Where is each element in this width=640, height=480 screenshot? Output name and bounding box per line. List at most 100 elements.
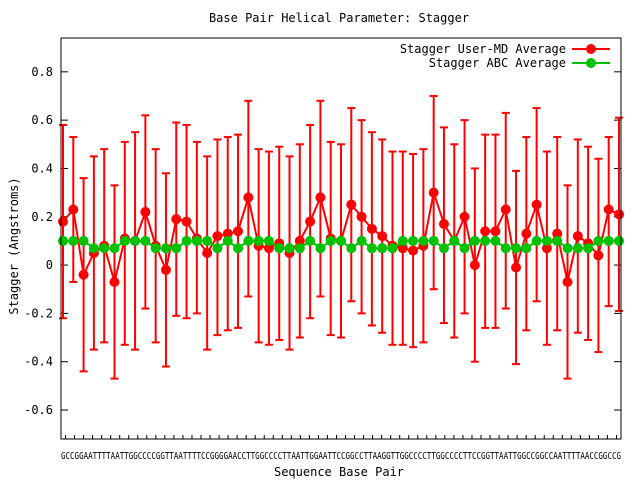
x-tick-label: AT	[115, 451, 124, 462]
data-point	[315, 243, 326, 254]
data-point	[171, 243, 182, 254]
data-point	[459, 211, 470, 222]
x-tick-label: CC	[269, 451, 278, 462]
chart-title: Base Pair Helical Parameter: Stagger	[209, 11, 469, 25]
data-point	[562, 243, 573, 254]
y-tick-label: -0.2	[24, 306, 53, 320]
data-point	[366, 243, 377, 254]
data-point	[541, 243, 552, 254]
x-tick-label: CG	[70, 451, 79, 462]
x-tick-label: CG	[151, 451, 160, 462]
data-point	[263, 235, 274, 246]
x-tick-label: TG	[395, 451, 404, 462]
data-point	[243, 235, 254, 246]
data-point	[366, 223, 377, 234]
x-tick-label: TC	[196, 451, 205, 462]
data-point	[500, 243, 511, 254]
x-tick-label: GG	[215, 451, 224, 462]
data-point	[140, 235, 151, 246]
data-point	[511, 243, 522, 254]
data-point	[202, 235, 213, 246]
data-point	[191, 235, 202, 246]
x-tick-label: GA	[314, 451, 323, 462]
x-tick-label: CG	[476, 451, 485, 462]
data-point	[58, 216, 68, 227]
data-point	[160, 264, 171, 275]
x-tick-label: GC	[133, 451, 142, 462]
x-tick-label: CG	[531, 451, 540, 462]
data-point	[438, 243, 449, 254]
data-point	[490, 235, 501, 246]
data-point	[593, 250, 604, 261]
y-tick-label: 0.8	[31, 65, 53, 79]
x-tick-label: GC	[540, 451, 549, 462]
data-point	[222, 228, 233, 239]
y-tick-label: 0	[46, 258, 53, 272]
data-point	[397, 235, 408, 246]
x-tick-label: CT	[359, 451, 368, 462]
axes-layer: -0.6-0.4-0.200.20.40.60.8GC CG GA AT TT TA AT T…	[24, 65, 621, 462]
x-tick-label: TA	[169, 451, 178, 462]
y-axis-label: Stagger (Angstroms)	[7, 177, 21, 314]
data-point	[552, 235, 563, 246]
data-point	[88, 243, 99, 254]
data-point	[614, 209, 624, 220]
data-point	[150, 243, 161, 254]
data-point	[315, 192, 326, 203]
x-tick-label: AC	[233, 451, 242, 462]
data-point	[603, 235, 614, 246]
x-tick-label: GA	[79, 451, 88, 462]
x-tick-label: GC	[440, 451, 449, 462]
legend-label-user-md: Stagger User-MD Average	[400, 42, 566, 56]
data-point	[294, 243, 305, 254]
x-tick-label: CA	[549, 451, 558, 462]
x-tick-label: TG	[124, 451, 133, 462]
data-point	[541, 235, 552, 246]
x-tick-label: GC	[522, 451, 531, 462]
data-point	[233, 243, 244, 254]
data-point	[511, 262, 522, 273]
x-tick-label: TG	[513, 451, 522, 462]
x-tick-label: CC	[449, 451, 458, 462]
data-point	[572, 243, 583, 254]
data-point	[160, 243, 171, 254]
data-point	[119, 235, 130, 246]
data-point	[336, 235, 346, 246]
data-point	[469, 235, 480, 246]
data-point	[593, 235, 604, 246]
data-point	[130, 235, 141, 246]
data-point	[449, 235, 460, 246]
x-tick-label: TG	[251, 451, 260, 462]
data-point	[109, 276, 120, 287]
x-tick-label: CT	[422, 451, 431, 462]
x-tick-label: CG	[612, 451, 621, 462]
data-point	[428, 187, 439, 198]
x-tick-label: TA	[368, 451, 377, 462]
data-point	[500, 204, 511, 215]
data-point	[531, 199, 542, 210]
x-tick-label: AT	[558, 451, 567, 462]
x-tick-label: TC	[332, 451, 341, 462]
legend-label-abc: Stagger ABC Average	[429, 56, 566, 70]
x-tick-label: CT	[458, 451, 467, 462]
data-point	[531, 235, 542, 246]
data-point	[438, 219, 449, 230]
x-tick-label: AG	[377, 451, 386, 462]
x-tick-label: CG	[341, 451, 350, 462]
x-tick-label: TA	[106, 451, 115, 462]
data-point	[253, 235, 264, 246]
data-point	[78, 269, 89, 280]
data-point	[99, 243, 110, 254]
x-tick-label: GC	[260, 451, 269, 462]
x-tick-label: CC	[413, 451, 422, 462]
data-point	[68, 204, 79, 215]
data-point	[603, 204, 614, 215]
data-point	[583, 243, 594, 254]
x-tick-label: GT	[160, 451, 169, 462]
x-tick-label: TG	[305, 451, 314, 462]
data-point	[325, 235, 336, 246]
x-tick-label: TA	[287, 451, 296, 462]
plot-frame	[60, 37, 622, 440]
x-tick-label: CT	[278, 451, 287, 462]
data-point	[377, 231, 388, 242]
